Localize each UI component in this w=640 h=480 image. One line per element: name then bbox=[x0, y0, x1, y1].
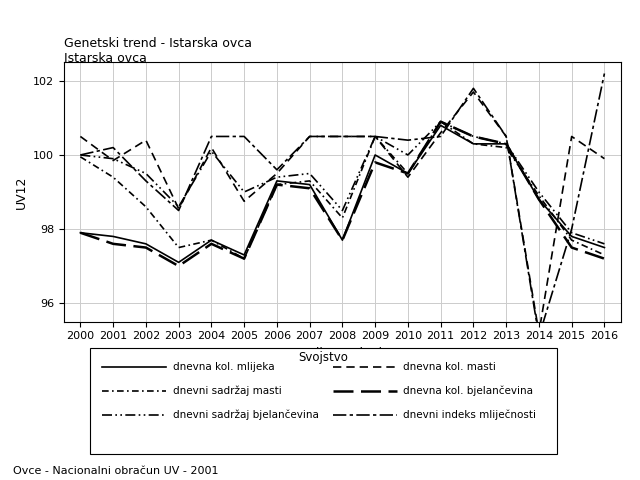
Y-axis label: UV12: UV12 bbox=[15, 175, 28, 209]
Text: dnevna kol. masti: dnevna kol. masti bbox=[403, 362, 496, 372]
X-axis label: Godina rođenja: Godina rođenja bbox=[294, 347, 390, 360]
Text: Istarska ovca: Istarska ovca bbox=[64, 52, 147, 65]
Text: dnevni sadržaj masti: dnevni sadržaj masti bbox=[173, 386, 282, 396]
Text: dnevna kol. mlijeka: dnevna kol. mlijeka bbox=[173, 362, 275, 372]
Text: Svojstvo: Svojstvo bbox=[298, 351, 348, 364]
Text: Ovce - Nacionalni obračun UV - 2001: Ovce - Nacionalni obračun UV - 2001 bbox=[13, 466, 218, 476]
Text: dnevni indeks mliječnosti: dnevni indeks mliječnosti bbox=[403, 410, 536, 420]
Text: Genetski trend - Istarska ovca: Genetski trend - Istarska ovca bbox=[64, 37, 252, 50]
Text: dnevna kol. bjelančevina: dnevna kol. bjelančevina bbox=[403, 386, 533, 396]
Text: dnevni sadržaj bjelančevina: dnevni sadržaj bjelančevina bbox=[173, 410, 319, 420]
